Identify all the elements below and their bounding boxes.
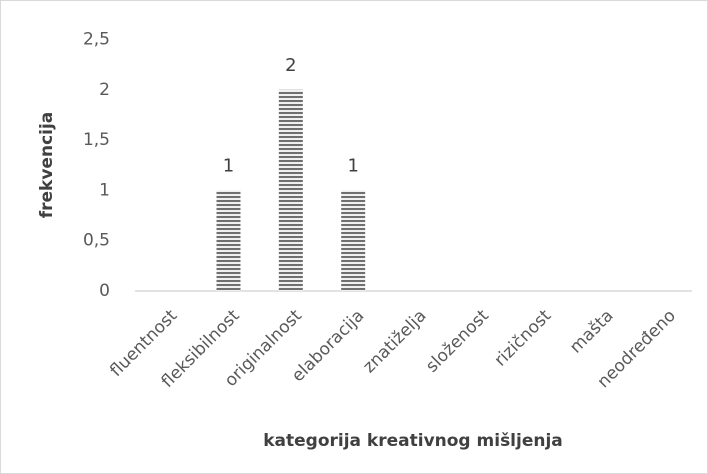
bar <box>341 190 366 291</box>
y-axis-title: frekvencija <box>37 112 57 219</box>
data-label: 1 <box>223 155 234 176</box>
bar <box>216 190 241 291</box>
x-axis-title: kategorija kreativnog mišljenja <box>263 431 563 451</box>
bar <box>278 89 303 291</box>
data-label: 1 <box>347 155 358 176</box>
data-label: 2 <box>285 55 296 76</box>
y-tick-label: 0,5 <box>83 231 110 251</box>
y-tick-label: 2 <box>99 80 110 100</box>
y-tick-label: 1,5 <box>83 130 110 150</box>
y-tick-label: 2,5 <box>83 30 110 50</box>
y-tick-label: 1 <box>99 180 110 200</box>
y-tick-label: 0 <box>99 281 110 301</box>
